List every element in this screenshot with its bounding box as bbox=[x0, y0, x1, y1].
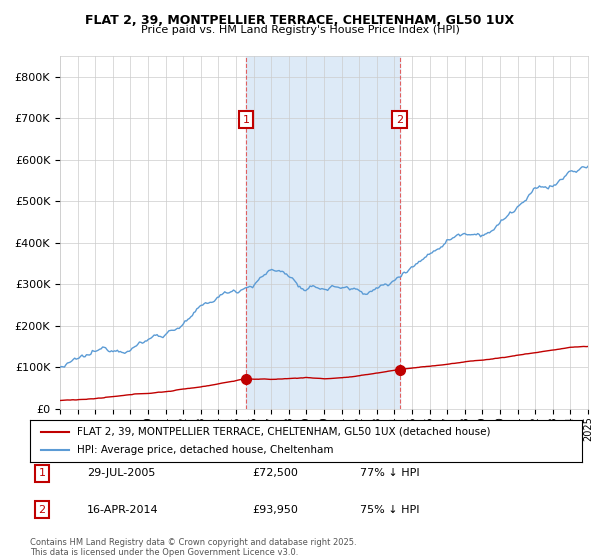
Text: £72,500: £72,500 bbox=[252, 468, 298, 478]
Text: HPI: Average price, detached house, Cheltenham: HPI: Average price, detached house, Chel… bbox=[77, 445, 334, 455]
Text: 1: 1 bbox=[38, 468, 46, 478]
Text: Contains HM Land Registry data © Crown copyright and database right 2025.
This d: Contains HM Land Registry data © Crown c… bbox=[30, 538, 356, 557]
Text: 2: 2 bbox=[38, 505, 46, 515]
Text: 2: 2 bbox=[396, 114, 403, 124]
Text: 16-APR-2014: 16-APR-2014 bbox=[87, 505, 158, 515]
Text: FLAT 2, 39, MONTPELLIER TERRACE, CHELTENHAM, GL50 1UX: FLAT 2, 39, MONTPELLIER TERRACE, CHELTEN… bbox=[85, 14, 515, 27]
Text: £93,950: £93,950 bbox=[252, 505, 298, 515]
Text: 29-JUL-2005: 29-JUL-2005 bbox=[87, 468, 155, 478]
Text: 75% ↓ HPI: 75% ↓ HPI bbox=[360, 505, 419, 515]
Bar bbox=[246, 56, 400, 409]
Text: 1: 1 bbox=[242, 114, 250, 124]
Text: FLAT 2, 39, MONTPELLIER TERRACE, CHELTENHAM, GL50 1UX (detached house): FLAT 2, 39, MONTPELLIER TERRACE, CHELTEN… bbox=[77, 427, 490, 437]
Text: 77% ↓ HPI: 77% ↓ HPI bbox=[360, 468, 419, 478]
Text: Price paid vs. HM Land Registry's House Price Index (HPI): Price paid vs. HM Land Registry's House … bbox=[140, 25, 460, 35]
